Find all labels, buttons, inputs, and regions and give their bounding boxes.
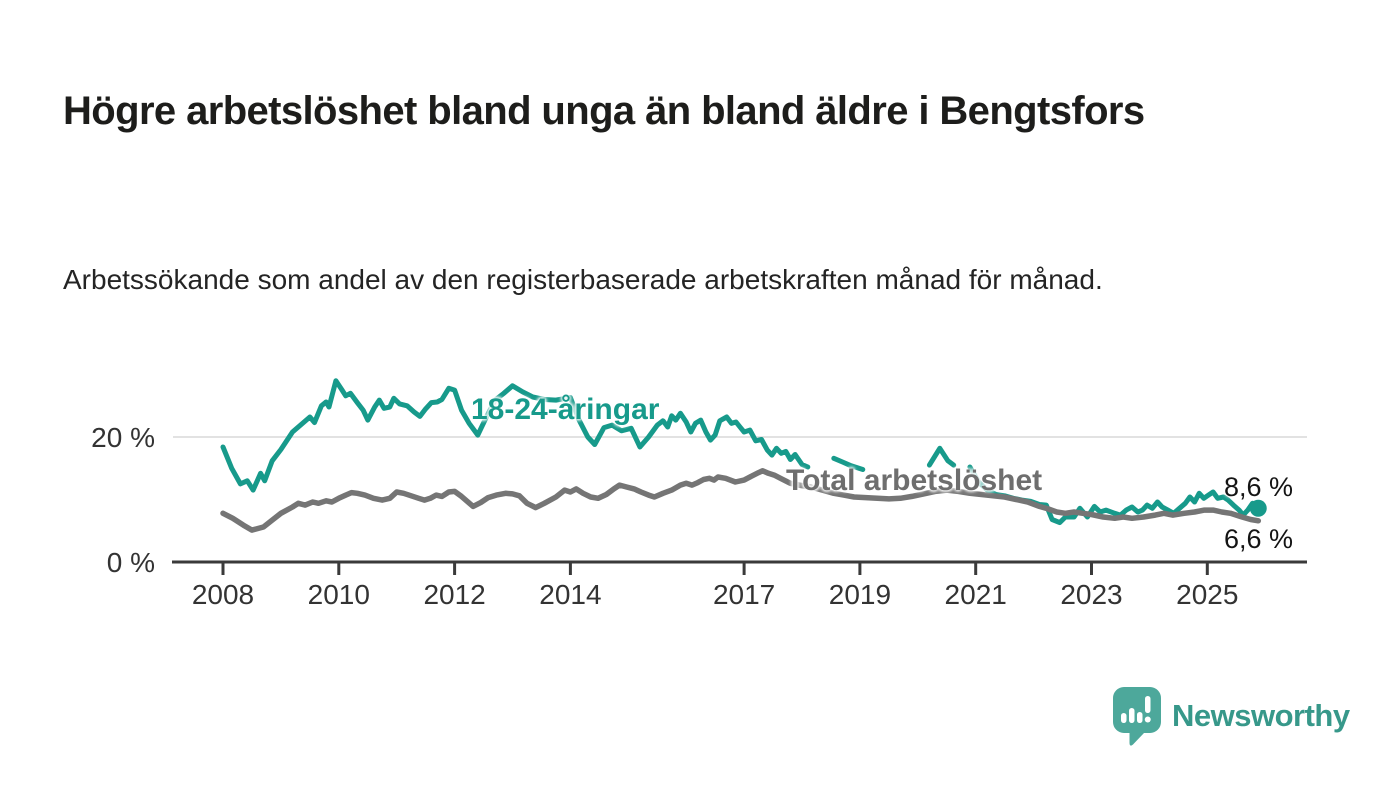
x-tick-label-2017: 2017 [713,579,775,610]
end-value-label-total: 6,6 % [1224,524,1294,554]
series-line-youth [220,378,811,493]
series-line-youth [926,445,957,468]
series-label-youth: 18-24-åringar [471,393,660,426]
x-tick-label-2021: 2021 [945,579,1007,610]
x-tick-label-2014: 2014 [539,579,601,610]
chart-title: Högre arbetslöshet bland unga än bland ä… [63,88,1145,133]
brand-name: Newsworthy [1172,698,1350,733]
x-tick-label-2023: 2023 [1060,579,1122,610]
y-tick-label-20: 20 % [91,422,155,453]
latest-value-dot [1249,499,1267,517]
x-tick-label-2025: 2025 [1176,579,1238,610]
series-label-total: Total arbetslöshet [786,464,1043,497]
x-tick-label-2012: 2012 [423,579,485,610]
newsworthy-logo: Newsworthy [1112,685,1350,747]
series-line-youth [831,455,866,472]
x-tick-label-2010: 2010 [308,579,370,610]
newsworthy-logo-icon [1113,687,1161,746]
chart-subtitle: Arbetssökande som andel av den registerb… [63,264,1103,295]
x-tick-label-2019: 2019 [829,579,891,610]
y-tick-label-0: 0 % [107,547,155,578]
end-value-label-youth: 8,6 % [1224,472,1294,502]
x-tick-label-2008: 2008 [192,579,254,610]
series-line-total [220,468,1262,533]
